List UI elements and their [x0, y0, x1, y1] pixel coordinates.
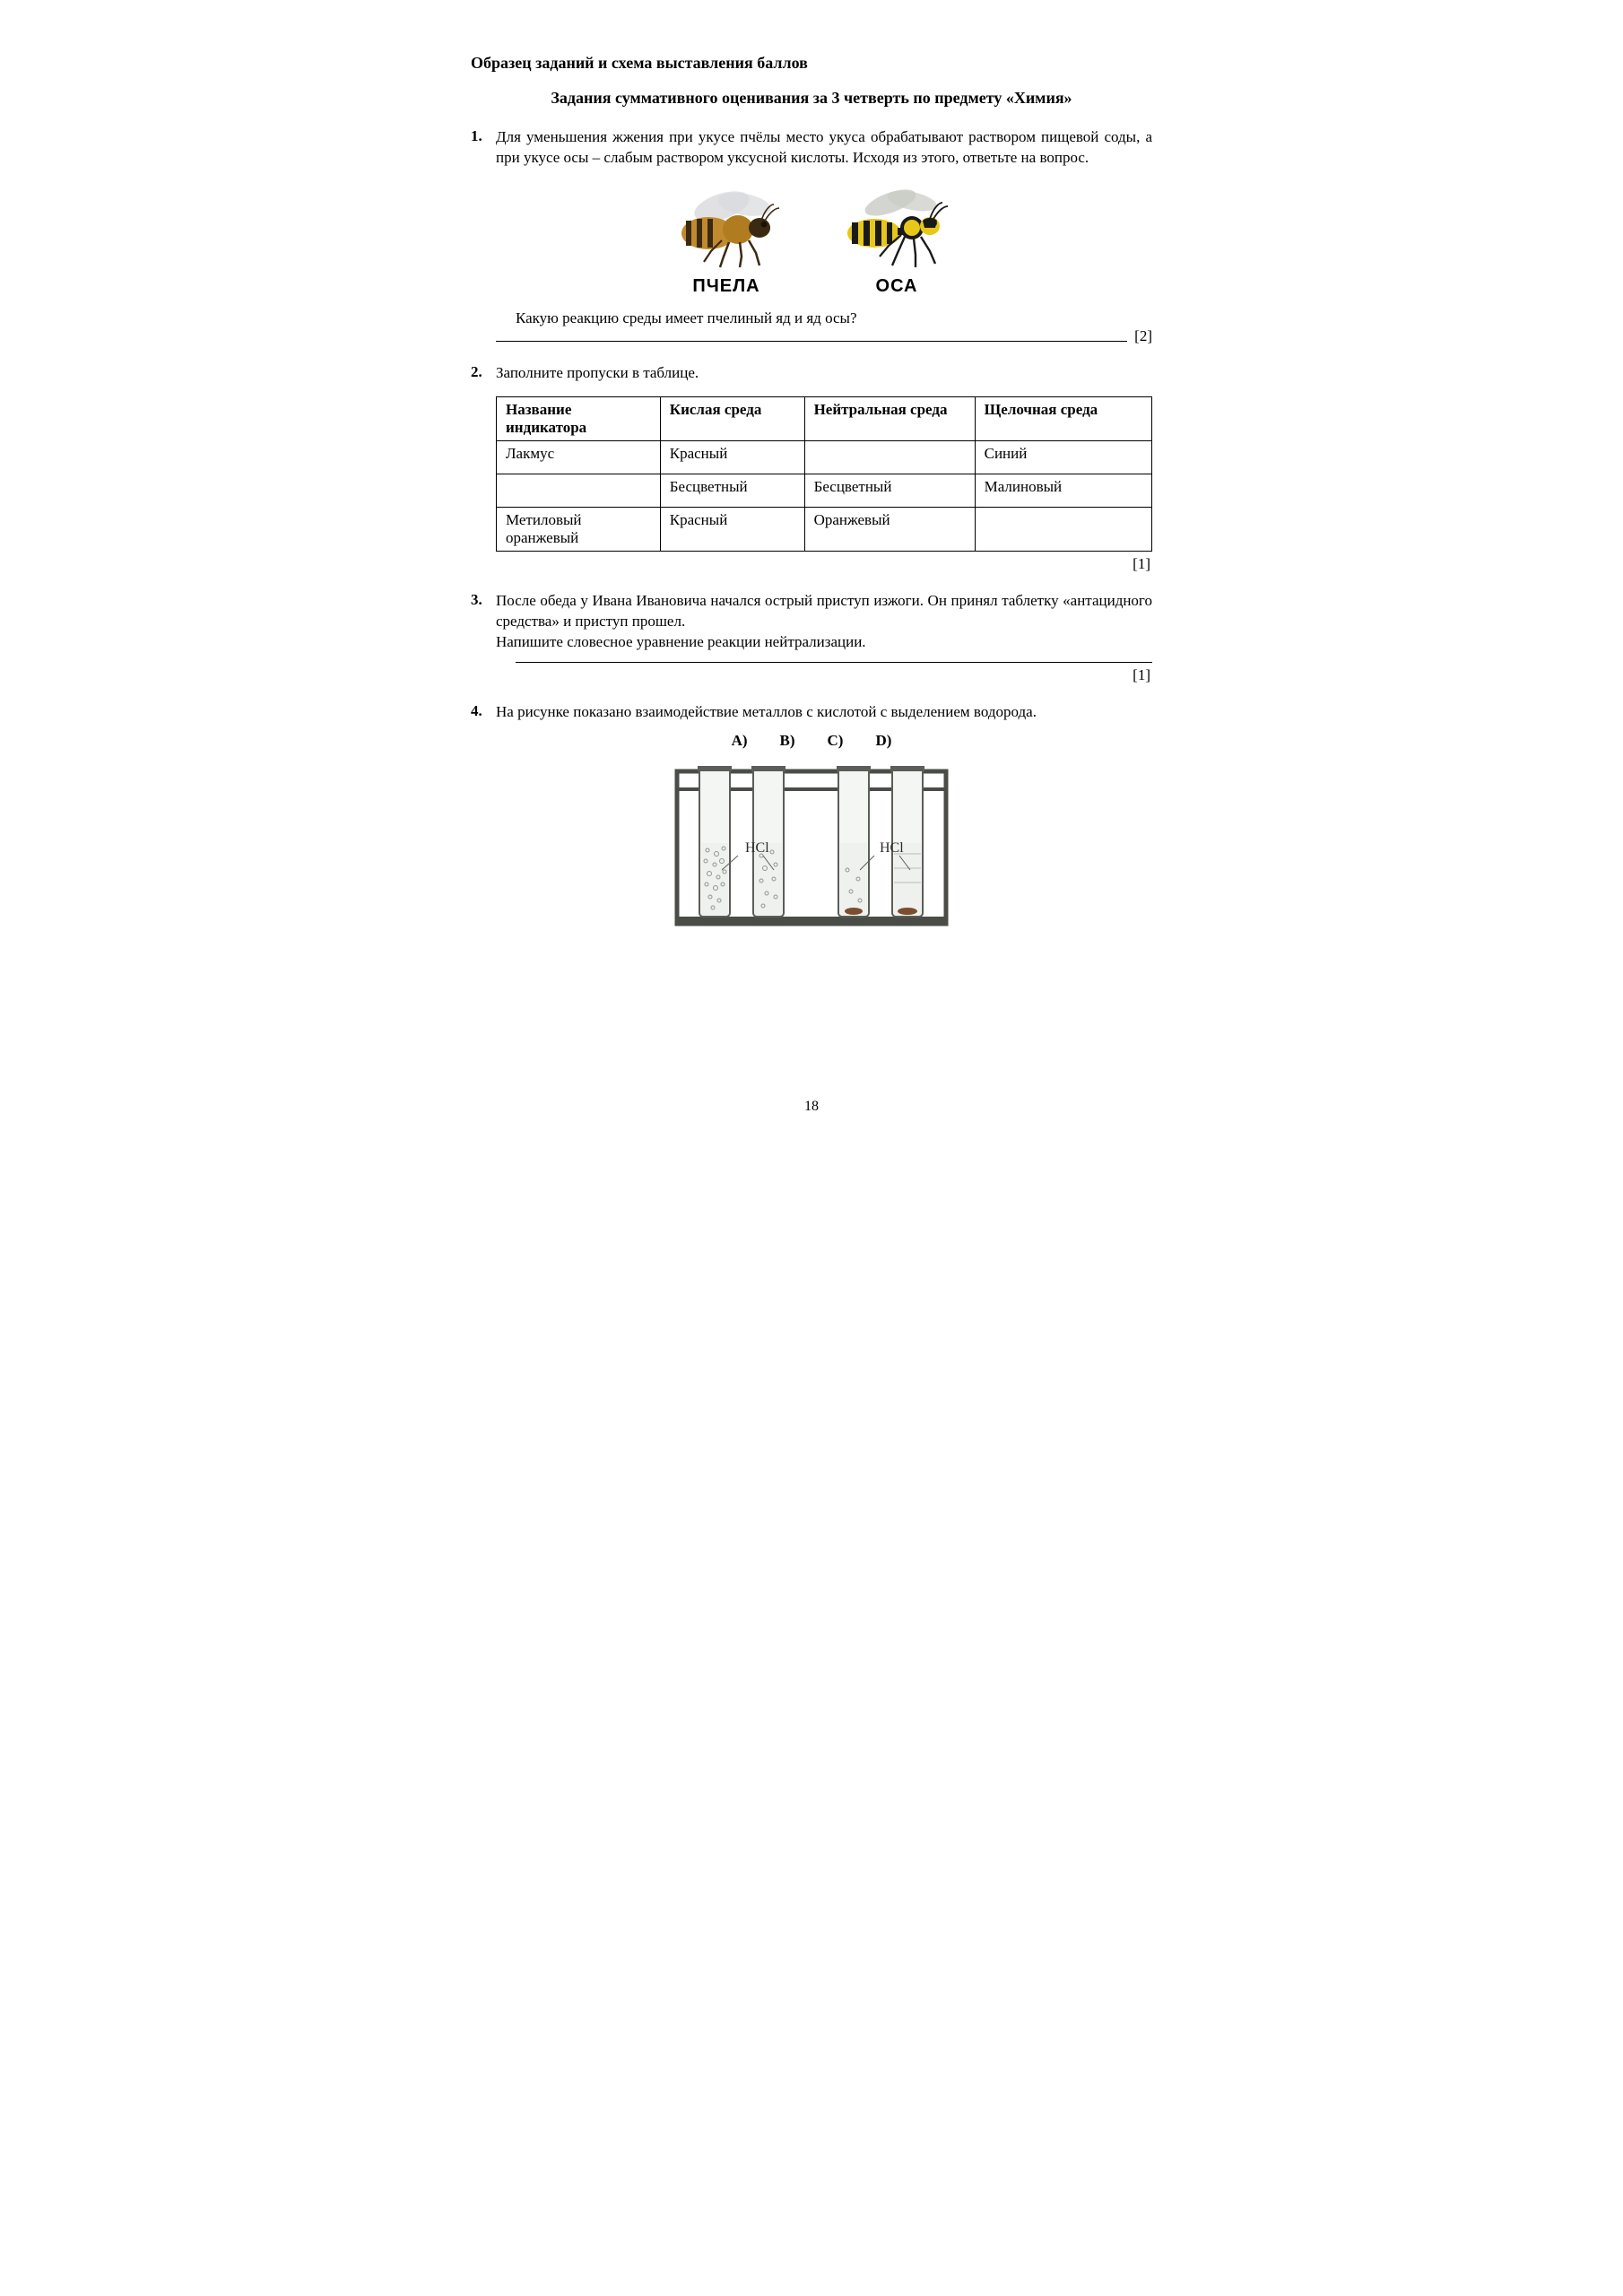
- task-3-score: [1]: [471, 666, 1150, 684]
- table-cell: [804, 440, 975, 474]
- task-2: 2. Заполните пропуски в таблице. Названи…: [471, 363, 1152, 573]
- table-cell: Красный: [660, 507, 804, 551]
- acid-label-1: HCl: [745, 840, 769, 856]
- task-3-line1: После обеда у Ивана Ивановича начался ос…: [496, 592, 1152, 630]
- wasp-label: ОСА: [829, 276, 964, 297]
- bee-figure: ПЧЕЛА: [659, 181, 794, 297]
- tube-a: [698, 766, 732, 917]
- acid-label-2: HCl: [880, 840, 904, 856]
- task-1-score: [2]: [1134, 327, 1152, 345]
- test-tubes-diagram: HCl: [668, 753, 955, 942]
- table-cell: Метиловый оранжевый: [497, 507, 661, 551]
- task-4: 4. На рисунке показано взаимодействие ме…: [471, 702, 1152, 942]
- task-2-text: Заполните пропуски в таблице.: [496, 363, 1152, 384]
- page-number: 18: [408, 1099, 1215, 1115]
- task-1-text: Для уменьшения жжения при укусе пчёлы ме…: [496, 127, 1152, 169]
- tube-letter: B): [780, 732, 795, 750]
- table-header: Нейтральная среда: [804, 396, 975, 440]
- bee-label: ПЧЕЛА: [659, 276, 794, 297]
- table-cell: Бесцветный: [804, 474, 975, 507]
- indicator-table: Название индикатора Кислая среда Нейтрал…: [496, 396, 1152, 552]
- table-cell: [497, 474, 661, 507]
- task-3-number: 3.: [471, 591, 496, 609]
- heading-main: Образец заданий и схема выставления балл…: [471, 54, 1152, 73]
- task-1-answer-line: [496, 337, 1127, 342]
- tube-letter: A): [732, 732, 748, 750]
- tube-c: [837, 766, 871, 917]
- bee-icon: [659, 181, 794, 271]
- wasp-figure: ОСА: [829, 181, 964, 297]
- table-cell: Красный: [660, 440, 804, 474]
- table-cell: Бесцветный: [660, 474, 804, 507]
- task-2-number: 2.: [471, 363, 496, 381]
- tube-letters-row: A) B) C) D): [471, 732, 1152, 750]
- tube-letter: D): [875, 732, 891, 750]
- table-header: Кислая среда: [660, 396, 804, 440]
- table-header: Щелочная среда: [975, 396, 1151, 440]
- table-cell: Лакмус: [497, 440, 661, 474]
- table-cell: Синий: [975, 440, 1151, 474]
- task-3-answer-line: [516, 658, 1152, 663]
- heading-sub: Задания суммативного оценивания за 3 чет…: [471, 89, 1152, 108]
- wasp-icon: [829, 181, 964, 271]
- table-row: Метиловый оранжевый Красный Оранжевый: [497, 507, 1152, 551]
- table-cell: [975, 507, 1151, 551]
- table-cell: Малиновый: [975, 474, 1151, 507]
- table-cell: Оранжевый: [804, 507, 975, 551]
- task-4-number: 4.: [471, 702, 496, 720]
- task-1-number: 1.: [471, 127, 496, 145]
- task-3: 3. После обеда у Ивана Ивановича начался…: [471, 591, 1152, 684]
- task-1: 1. Для уменьшения жжения при укусе пчёлы…: [471, 127, 1152, 345]
- table-header: Название индикатора: [497, 396, 661, 440]
- table-row: Лакмус Красный Синий: [497, 440, 1152, 474]
- task-1-subquestion: Какую реакцию среды имеет пчелиный яд и …: [516, 309, 1152, 327]
- task-3-line2: Напишите словесное уравнение реакции ней…: [496, 633, 866, 650]
- table-row: Бесцветный Бесцветный Малиновый: [497, 474, 1152, 507]
- task-2-score: [1]: [471, 555, 1150, 573]
- task-3-text: После обеда у Ивана Ивановича начался ос…: [496, 591, 1152, 653]
- tube-letter: C): [828, 732, 844, 750]
- task-4-text: На рисунке показано взаимодействие метал…: [496, 702, 1152, 723]
